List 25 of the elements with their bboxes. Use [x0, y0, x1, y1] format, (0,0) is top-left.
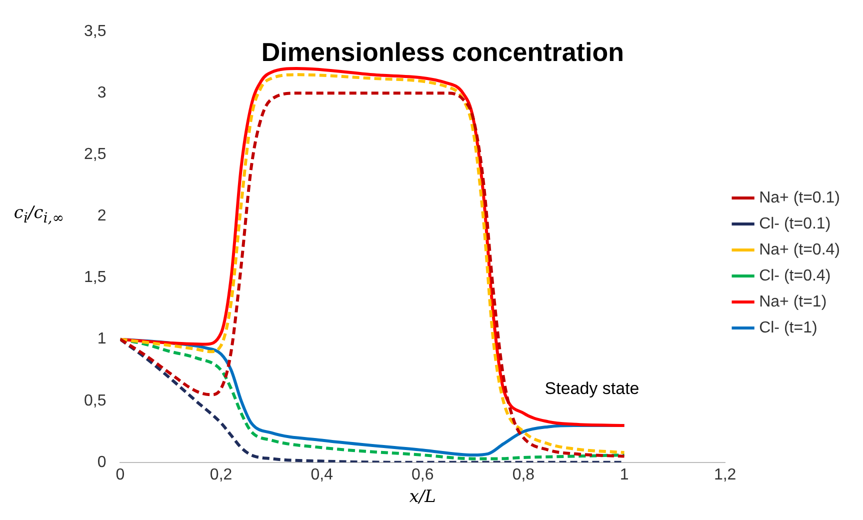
x-tick-label: 0 [116, 466, 125, 484]
x-tick-label: 0,2 [210, 466, 232, 484]
x-tick-label: 0,8 [512, 466, 535, 484]
legend-label: Na+ (t=0.1) [759, 189, 840, 206]
y-axis-title: c$_{i}$/c$_{i,∞}$ [12, 203, 66, 226]
legend-label: Cl- (t=0.4) [759, 267, 831, 284]
x-axis-title: x/L [409, 487, 436, 508]
chart-title: Dimensionless concentration [261, 36, 624, 67]
legend-label: Na+ (t=0.4) [759, 241, 840, 258]
legend-label: Cl- (t=0.1) [759, 215, 831, 232]
y-tick-label: 0,5 [84, 392, 106, 410]
y-tick-label: 3 [97, 84, 106, 102]
annotation: Steady state [544, 378, 640, 398]
y-tick-label: 1,5 [84, 269, 106, 286]
legend-label: Cl- (t=1) [759, 319, 818, 336]
x-tick-label: 0,4 [310, 466, 334, 484]
x-tick-label: 1 [620, 466, 629, 484]
x-tick-label: 1,2 [714, 466, 736, 484]
y-tick-label: 1 [97, 330, 106, 348]
y-tick-label: 2,5 [84, 146, 106, 164]
y-tick-label: 0 [97, 454, 106, 471]
x-tick-label: 0,6 [412, 466, 434, 484]
legend-label: Na+ (t=1) [759, 293, 827, 310]
y-tick-label: 3,5 [84, 23, 106, 40]
y-tick-label: 2 [97, 208, 106, 225]
